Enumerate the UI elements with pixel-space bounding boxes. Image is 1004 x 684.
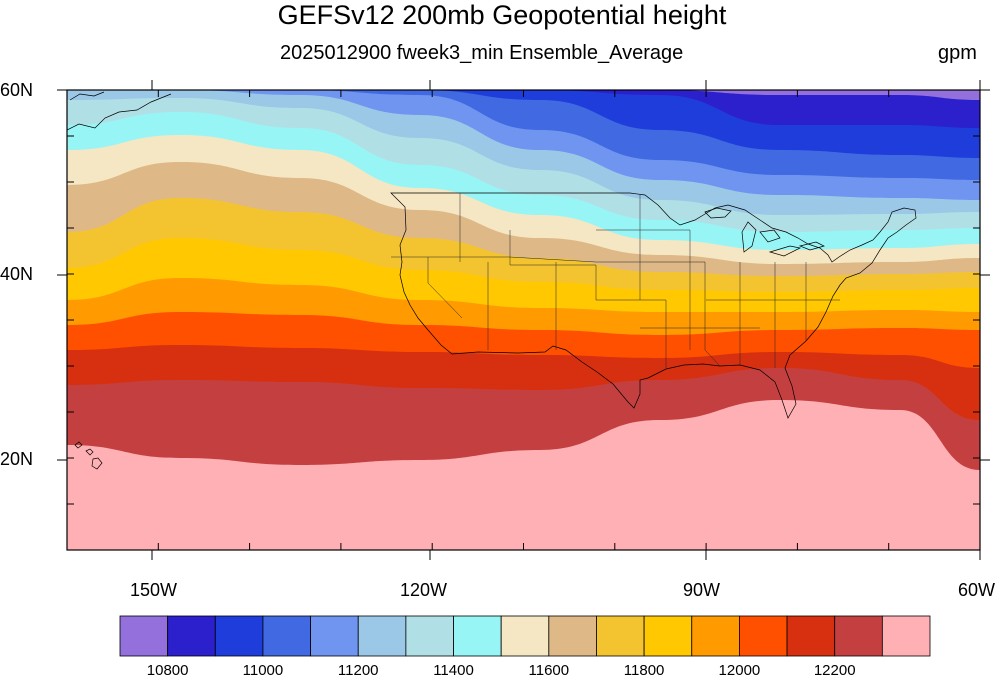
coastlines bbox=[67, 91, 917, 470]
map-subtitle: 2025012900 fweek3_min Ensemble_Average bbox=[280, 42, 684, 64]
colorbar-swatch bbox=[691, 615, 740, 657]
colorbar-swatch bbox=[739, 615, 788, 657]
colorbar-swatch bbox=[214, 615, 264, 657]
colorbar-tick-label: 12200 bbox=[813, 662, 856, 679]
colorbar-swatch bbox=[453, 615, 502, 657]
alaska-coast bbox=[67, 91, 172, 131]
colorbar bbox=[119, 615, 931, 657]
colorbar-tick-label: 10800 bbox=[146, 662, 189, 679]
colorbar-swatch bbox=[500, 615, 550, 657]
colorbar-swatch bbox=[834, 615, 883, 657]
colorbar-swatch bbox=[310, 615, 359, 657]
lon-label-150w: 150W bbox=[130, 580, 178, 600]
colorbar-swatch bbox=[167, 615, 216, 657]
state-borders bbox=[391, 193, 840, 368]
contour-fill-bands bbox=[67, 90, 980, 550]
lat-label-60n: 60N bbox=[0, 80, 34, 100]
colorbar-swatch bbox=[643, 615, 693, 657]
colorbar-tick-label: 11800 bbox=[623, 662, 665, 679]
colorbar-swatch bbox=[548, 615, 597, 657]
colorbar-swatch bbox=[357, 615, 407, 657]
map-title: GEFSv12 200mb Geopotential height bbox=[277, 0, 727, 30]
colorbar-tick-label: 11000 bbox=[242, 662, 284, 679]
hawaii bbox=[74, 441, 103, 470]
colorbar-swatch bbox=[119, 615, 169, 657]
lat-label-20n: 20N bbox=[0, 449, 34, 469]
lon-label-90w: 90W bbox=[683, 580, 721, 600]
colorbar-swatch bbox=[405, 615, 454, 657]
band-0 bbox=[67, 90, 980, 100]
great-lakes bbox=[704, 207, 825, 257]
colorbar-tick-label: 11600 bbox=[528, 662, 570, 679]
axis-ticks bbox=[57, 80, 990, 560]
colorbar-swatch bbox=[262, 615, 311, 657]
colorbar-tick-label: 12000 bbox=[718, 662, 761, 679]
colorbar-tick-label: 11400 bbox=[433, 662, 474, 679]
lon-label-60w: 60W bbox=[958, 580, 996, 600]
colorbar-swatch bbox=[596, 615, 645, 657]
lat-label-40n: 40N bbox=[0, 264, 34, 284]
units-label: gpm bbox=[938, 42, 977, 64]
us-outline bbox=[390, 192, 917, 419]
band-1 bbox=[67, 90, 980, 128]
colorbar-tick-label: 11200 bbox=[337, 662, 379, 679]
lon-label-120w: 120W bbox=[400, 580, 448, 600]
colorbar-swatch bbox=[786, 615, 836, 657]
colorbar-swatch bbox=[881, 615, 931, 657]
